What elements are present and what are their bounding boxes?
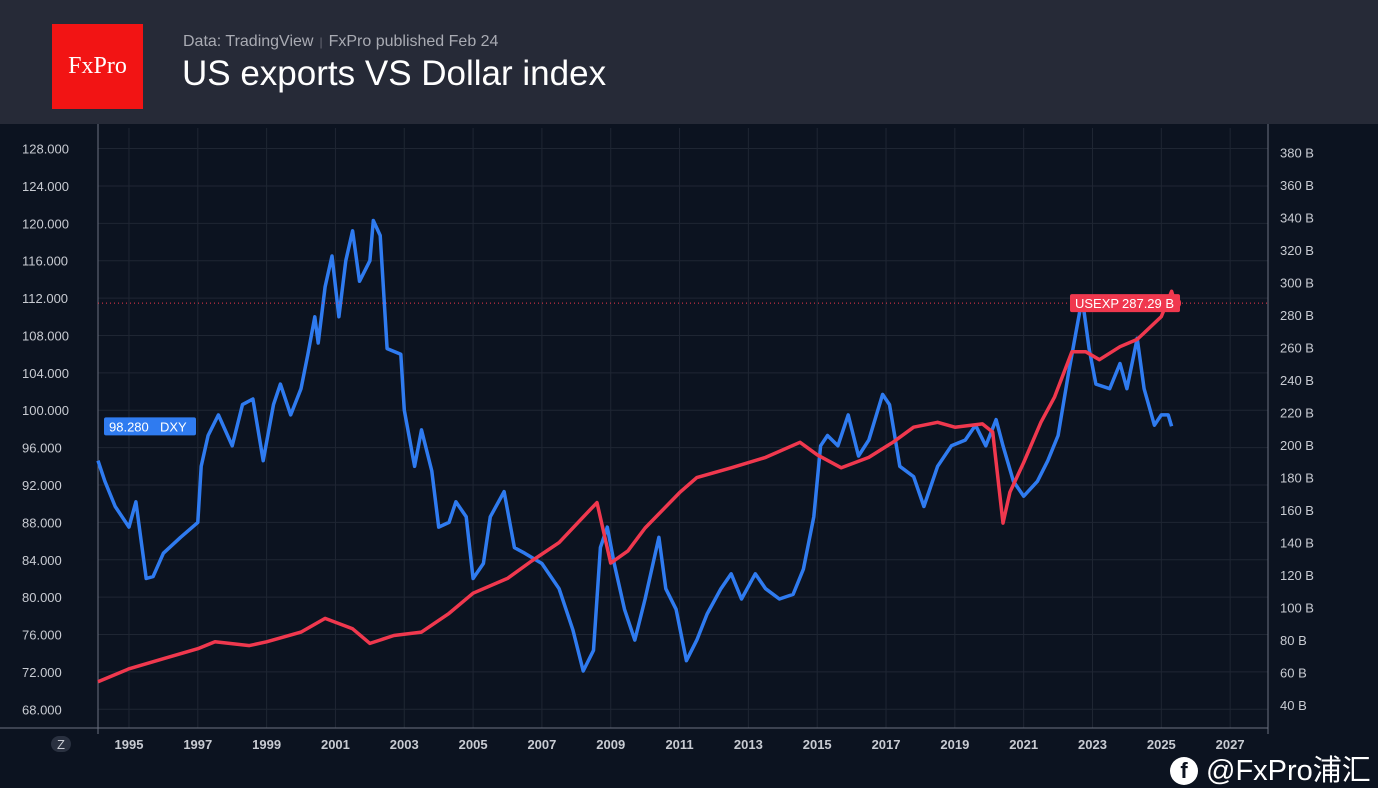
right-tick-label: 120 B — [1280, 568, 1314, 583]
x-tick-label: 2023 — [1078, 737, 1107, 752]
published-date: FxPro published Feb 24 — [328, 33, 499, 50]
left-tick-label: 124.000 — [22, 179, 69, 194]
left-tick-label: 68.000 — [22, 702, 62, 717]
left-tick-label: 100.000 — [22, 403, 69, 418]
data-source: Data: TradingView — [183, 33, 314, 50]
left-tick-label: 76.000 — [22, 628, 62, 643]
facebook-icon: f — [1170, 757, 1198, 785]
right-tick-label: 140 B — [1280, 536, 1314, 551]
usexp-label-badge — [1070, 294, 1180, 313]
right-tick-label: 340 B — [1280, 210, 1314, 225]
x-tick-label: 2025 — [1147, 737, 1176, 752]
left-tick-label: 108.000 — [22, 328, 69, 343]
right-tick-label: 360 B — [1280, 178, 1314, 193]
subtitle: Data: TradingView | FxPro published Feb 24 — [183, 33, 498, 51]
right-tick-label: 60 B — [1280, 666, 1307, 681]
chart-title: US exports VS Dollar index — [182, 54, 607, 93]
left-tick-label: 92.000 — [22, 478, 62, 493]
right-tick-label: 160 B — [1280, 503, 1314, 518]
right-tick-label: 300 B — [1280, 275, 1314, 290]
axis-badge-label: Z — [57, 737, 65, 752]
x-tick-label: 2001 — [321, 737, 350, 752]
left-tick-label: 112.000 — [22, 291, 68, 306]
right-tick-label: 320 B — [1280, 243, 1314, 258]
left-tick-label: 80.000 — [22, 590, 62, 605]
x-tick-label: 2015 — [803, 737, 832, 752]
right-tick-label: 260 B — [1280, 341, 1314, 356]
x-tick-label: 1999 — [252, 737, 281, 752]
fxpro-logo: FxPro — [52, 24, 143, 109]
x-tick-label: 1995 — [115, 737, 144, 752]
left-tick-label: 96.000 — [22, 441, 62, 456]
x-tick-label: 2003 — [390, 737, 419, 752]
x-tick-label: 2021 — [1009, 737, 1038, 752]
x-tick-label: 2017 — [872, 737, 901, 752]
left-tick-label: 116.000 — [22, 254, 68, 269]
usexp-series-name: USEXP — [1075, 296, 1119, 311]
x-tick-label: 2027 — [1216, 737, 1245, 752]
right-tick-label: 80 B — [1280, 633, 1307, 648]
header: FxPro Data: TradingView | FxPro published … — [0, 0, 1378, 124]
right-tick-label: 200 B — [1280, 438, 1314, 453]
left-tick-label: 120.000 — [22, 216, 69, 231]
right-tick-label: 220 B — [1280, 406, 1314, 421]
dxy-label-badge — [104, 417, 196, 436]
x-tick-label: 2019 — [940, 737, 969, 752]
series-line-dxy — [96, 218, 1174, 673]
axis-badge — [51, 736, 71, 752]
x-tick-label: 2009 — [596, 737, 625, 752]
left-tick-label: 72.000 — [22, 665, 62, 680]
right-tick-label: 180 B — [1280, 471, 1314, 486]
left-tick-label: 128.000 — [22, 142, 69, 157]
x-tick-label: 2005 — [459, 737, 488, 752]
right-tick-label: 100 B — [1280, 601, 1314, 616]
right-tick-label: 380 B — [1280, 145, 1314, 160]
dxy-last-value: 98.280 — [109, 419, 149, 434]
right-tick-label: 280 B — [1280, 308, 1314, 323]
right-tick-label: 240 B — [1280, 373, 1314, 388]
left-tick-label: 88.000 — [22, 515, 62, 530]
right-tick-label: 40 B — [1280, 698, 1307, 713]
x-tick-label: 1997 — [183, 737, 212, 752]
usexp-last-value: 287.29 B — [1122, 296, 1174, 311]
dxy-series-name: DXY — [160, 419, 187, 434]
left-tick-label: 104.000 — [22, 366, 69, 381]
left-tick-label: 84.000 — [22, 553, 62, 568]
chart: 68.000 72.000 76.000 80.000 84.000 88.000 92.0… — [0, 124, 1314, 752]
separator: | — [319, 35, 323, 49]
series-line-usexp — [97, 289, 1177, 684]
x-tick-label: 2011 — [665, 737, 693, 752]
watermark-text: @FxPro浦汇 — [1206, 755, 1371, 787]
x-tick-label: 2013 — [734, 737, 763, 752]
watermark: f @FxPro浦汇 — [1170, 755, 1371, 787]
x-tick-label: 2007 — [527, 737, 556, 752]
